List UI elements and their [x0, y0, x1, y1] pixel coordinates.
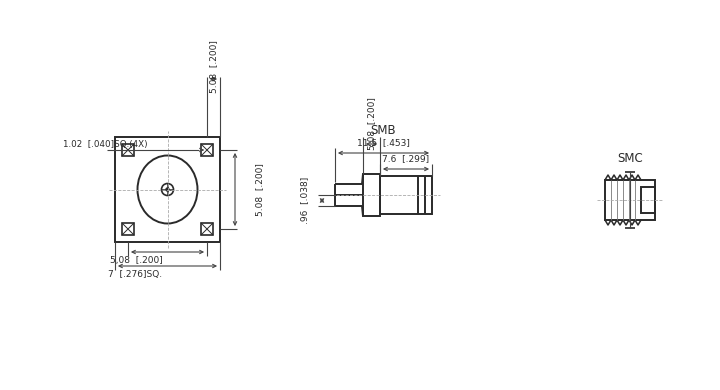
- Bar: [115, 137, 220, 242]
- Text: SMB: SMB: [371, 124, 396, 136]
- Circle shape: [166, 188, 169, 191]
- Text: 7.6  [.299]: 7.6 [.299]: [382, 154, 430, 163]
- Text: 5,08  [.200]: 5,08 [.200]: [109, 255, 163, 264]
- Bar: [201, 144, 213, 156]
- Bar: [122, 223, 134, 235]
- Text: 5.08  [.200]: 5.08 [.200]: [367, 98, 376, 151]
- Bar: [605, 180, 655, 220]
- Text: 5.08  [.200]: 5.08 [.200]: [256, 163, 264, 216]
- Bar: [201, 223, 213, 235]
- Text: 1.02  [.040]SQ.(4X): 1.02 [.040]SQ.(4X): [63, 140, 148, 149]
- Bar: [363, 174, 380, 216]
- Bar: [122, 144, 134, 156]
- Text: SMC: SMC: [617, 151, 643, 165]
- Bar: [641, 187, 655, 213]
- Bar: [380, 176, 432, 214]
- Text: 11.5  [.453]: 11.5 [.453]: [357, 138, 410, 147]
- Text: 7  [.276]SQ.: 7 [.276]SQ.: [109, 269, 163, 278]
- Text: .96  [.038]: .96 [.038]: [300, 177, 310, 224]
- Text: 5.08  [.200]: 5.08 [.200]: [209, 41, 218, 94]
